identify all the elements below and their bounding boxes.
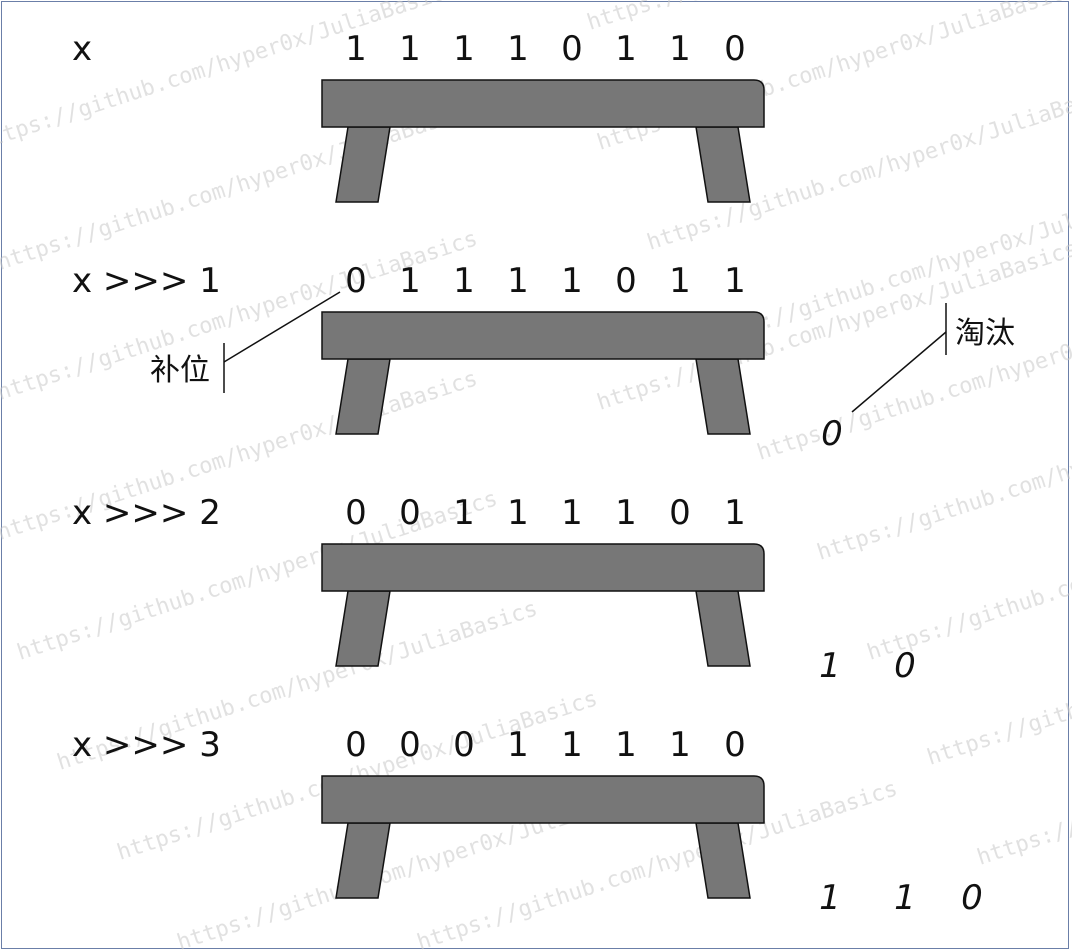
bit-digit: 1 [669,725,691,765]
bit-digit: 0 [399,493,421,533]
bit-digit: 1 [561,261,583,301]
bit-digit: 1 [724,261,746,301]
bit-digit: 0 [345,261,367,301]
fill-annotation-label: 补位 [150,353,210,388]
bit-digit: 1 [453,493,475,533]
bit-digit: 1 [507,261,529,301]
bench-seat [321,775,765,824]
bench-leg-right [695,590,751,667]
bit-digit: 1 [561,725,583,765]
bit-digit: 1 [615,29,637,69]
discard-annotation-label: 淘汰 [955,316,1015,351]
bit-digit: 1 [724,493,746,533]
row-label: x >>> 2 [72,493,221,533]
bench-leg-right [695,358,751,435]
row-label: x >>> 3 [72,725,221,765]
bit-digit: 1 [669,29,691,69]
bit-digit: 0 [345,725,367,765]
discarded-bit: 1 [819,878,841,918]
bit-digit: 0 [453,725,475,765]
row-label: x >>> 1 [72,261,221,301]
bench-seat [321,543,765,592]
bench-row-1 [321,311,765,435]
bit-digit: 0 [399,725,421,765]
bit-digit: 0 [561,29,583,69]
discard-annotation: 淘汰 [851,303,1015,413]
bench-seat [321,79,765,128]
bit-digit: 1 [507,725,529,765]
bench-seat [321,311,765,360]
bench-leg-left [335,358,391,435]
bit-digit: 1 [453,261,475,301]
bit-digit: 0 [724,29,746,69]
bench-row-0 [321,79,765,203]
bit-digit: 0 [669,493,691,533]
fill-annotation-leader [223,291,341,363]
discard-annotation-leader [851,331,947,413]
bench-row-2 [321,543,765,667]
bit-digit: 1 [615,725,637,765]
bit-digit: 1 [399,29,421,69]
bench-row-3 [321,775,765,899]
fill-annotation: 补位 [150,291,341,393]
bit-digit: 1 [507,29,529,69]
bit-digit: 0 [724,725,746,765]
bit-digit: 0 [345,493,367,533]
discarded-bit: 0 [894,646,916,686]
discarded-bit: 0 [821,414,843,454]
bit-digit: 0 [615,261,637,301]
benches [321,79,765,899]
bench-leg-right [695,126,751,203]
row-label: x [72,29,92,69]
bit-digit: 1 [399,261,421,301]
discarded-bit: 1 [819,646,841,686]
bit-digit: 1 [615,493,637,533]
discarded-bit: 1 [894,878,916,918]
bit-digit: 1 [453,29,475,69]
bit-digit: 1 [561,493,583,533]
discarded-bit: 0 [961,878,983,918]
bit-digit: 1 [345,29,367,69]
bit-digit: 1 [669,261,691,301]
bit-digit: 1 [507,493,529,533]
